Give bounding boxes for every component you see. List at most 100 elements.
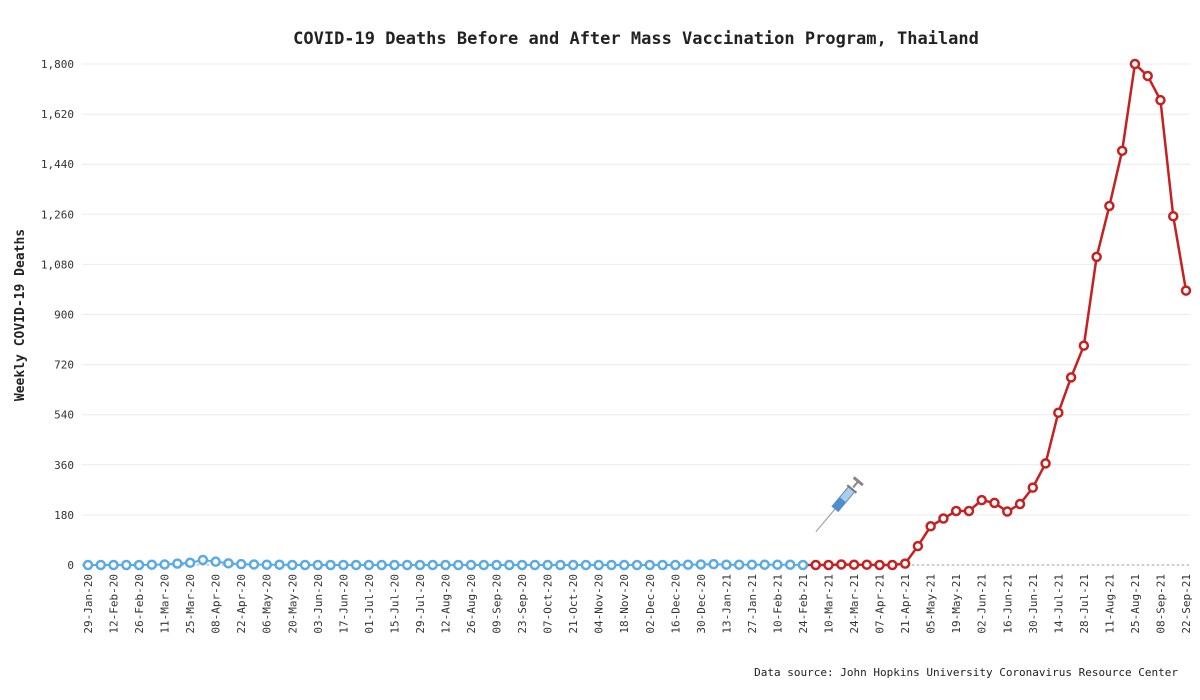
data-point — [401, 559, 413, 571]
data-point — [874, 559, 885, 571]
x-tick-label: 07-Oct-20 — [542, 574, 555, 634]
data-point — [631, 559, 643, 571]
data-point — [1104, 200, 1115, 212]
x-tick-label: 15-Jul-20 — [388, 574, 401, 634]
data-point — [899, 558, 911, 569]
data-point — [848, 559, 860, 570]
data-point — [414, 559, 426, 571]
data-point — [235, 558, 247, 570]
data-point — [836, 559, 847, 570]
x-tick-label: 08-Apr-20 — [210, 574, 223, 634]
data-point — [644, 559, 656, 571]
y-tick-label: 720 — [54, 359, 74, 372]
data-point — [133, 559, 145, 571]
data-point — [606, 559, 617, 571]
chart-title: COVID-19 Deaths Before and After Mass Va… — [293, 29, 979, 49]
data-point — [159, 559, 170, 570]
x-tick-label: 14-Jul-21 — [1052, 574, 1065, 634]
x-tick-label: 05-May-21 — [925, 574, 938, 634]
x-tick-label: 16-Jun-21 — [1001, 574, 1014, 634]
x-tick-label: 03-Jun-20 — [312, 574, 325, 634]
x-tick-label: 07-Apr-21 — [874, 574, 887, 634]
x-tick-label: 01-Jul-20 — [363, 574, 376, 634]
data-point — [465, 559, 477, 571]
x-tick-label: 12-Feb-20 — [108, 574, 121, 634]
data-point — [950, 505, 962, 517]
x-tick-label: 30-Dec-20 — [695, 574, 708, 634]
data-point — [184, 557, 196, 569]
y-tick-label: 540 — [54, 409, 74, 422]
x-tick-label: 25-Aug-21 — [1129, 574, 1142, 634]
x-tick-label: 10-Mar-21 — [823, 574, 836, 634]
data-point — [912, 540, 924, 552]
data-point — [389, 559, 400, 571]
data-point — [746, 559, 758, 570]
data-point — [504, 559, 515, 571]
x-tick-label: 02-Dec-20 — [644, 574, 657, 634]
data-point — [453, 559, 464, 571]
x-tick-label: 18-Nov-20 — [618, 574, 631, 634]
data-point — [733, 559, 745, 570]
data-point — [82, 559, 94, 571]
x-tick-label: 20-May-20 — [286, 574, 299, 634]
data-point — [172, 558, 183, 569]
data-point — [1040, 458, 1051, 469]
data-point — [938, 513, 949, 524]
y-tick-label: 900 — [54, 309, 74, 322]
data-point — [1078, 340, 1090, 351]
y-tick-label: 1,800 — [41, 58, 74, 71]
data-point — [376, 559, 387, 571]
x-tick-label: 11-Aug-21 — [1103, 574, 1116, 634]
data-point — [1155, 94, 1166, 106]
data-point — [580, 559, 592, 571]
data-point — [478, 559, 490, 571]
data-point — [989, 497, 1000, 509]
x-tick-label: 12-Aug-20 — [439, 574, 452, 634]
y-axis-label: Weekly COVID-19 Deaths — [13, 229, 28, 401]
data-point — [210, 556, 221, 567]
data-point — [1053, 407, 1064, 419]
x-tick-label: 24-Feb-21 — [797, 574, 810, 634]
data-point — [338, 559, 349, 571]
data-point — [427, 559, 438, 571]
data-point — [529, 559, 541, 571]
data-point — [784, 559, 796, 570]
data-point — [325, 559, 336, 571]
x-tick-label: 02-Jun-21 — [976, 574, 989, 634]
data-point — [287, 559, 298, 571]
data-point — [708, 558, 719, 570]
x-tick-label: 29-Jul-20 — [414, 574, 427, 634]
data-point — [146, 559, 158, 570]
data-point — [772, 559, 783, 570]
data-point — [721, 559, 732, 570]
data-point — [491, 559, 502, 571]
data-point — [108, 559, 119, 571]
x-tick-label: 06-May-20 — [261, 574, 274, 634]
x-tick-label: 22-Sep-21 — [1180, 574, 1193, 634]
data-point — [759, 559, 770, 570]
data-point — [593, 559, 604, 571]
x-tick-label: 29-Jan-20 — [82, 574, 95, 634]
data-point — [261, 559, 272, 570]
data-point — [797, 559, 809, 571]
data-point — [516, 559, 528, 571]
x-tick-label: 25-Mar-20 — [184, 574, 197, 634]
data-point — [248, 559, 260, 570]
data-point — [299, 559, 311, 571]
data-point — [682, 559, 694, 570]
data-point — [695, 559, 707, 570]
x-tick-label: 26-Aug-20 — [465, 574, 478, 634]
data-point — [1129, 58, 1141, 70]
data-point — [542, 559, 553, 571]
data-point — [350, 559, 362, 571]
data-point — [1027, 482, 1039, 493]
x-tick-label: 23-Sep-20 — [516, 574, 529, 634]
data-point — [1116, 145, 1128, 157]
data-point — [657, 559, 668, 571]
y-tick-label: 360 — [54, 459, 74, 472]
data-point — [274, 559, 285, 570]
data-point — [567, 559, 579, 571]
data-point — [95, 559, 107, 571]
x-tick-label: 19-May-21 — [950, 574, 963, 634]
